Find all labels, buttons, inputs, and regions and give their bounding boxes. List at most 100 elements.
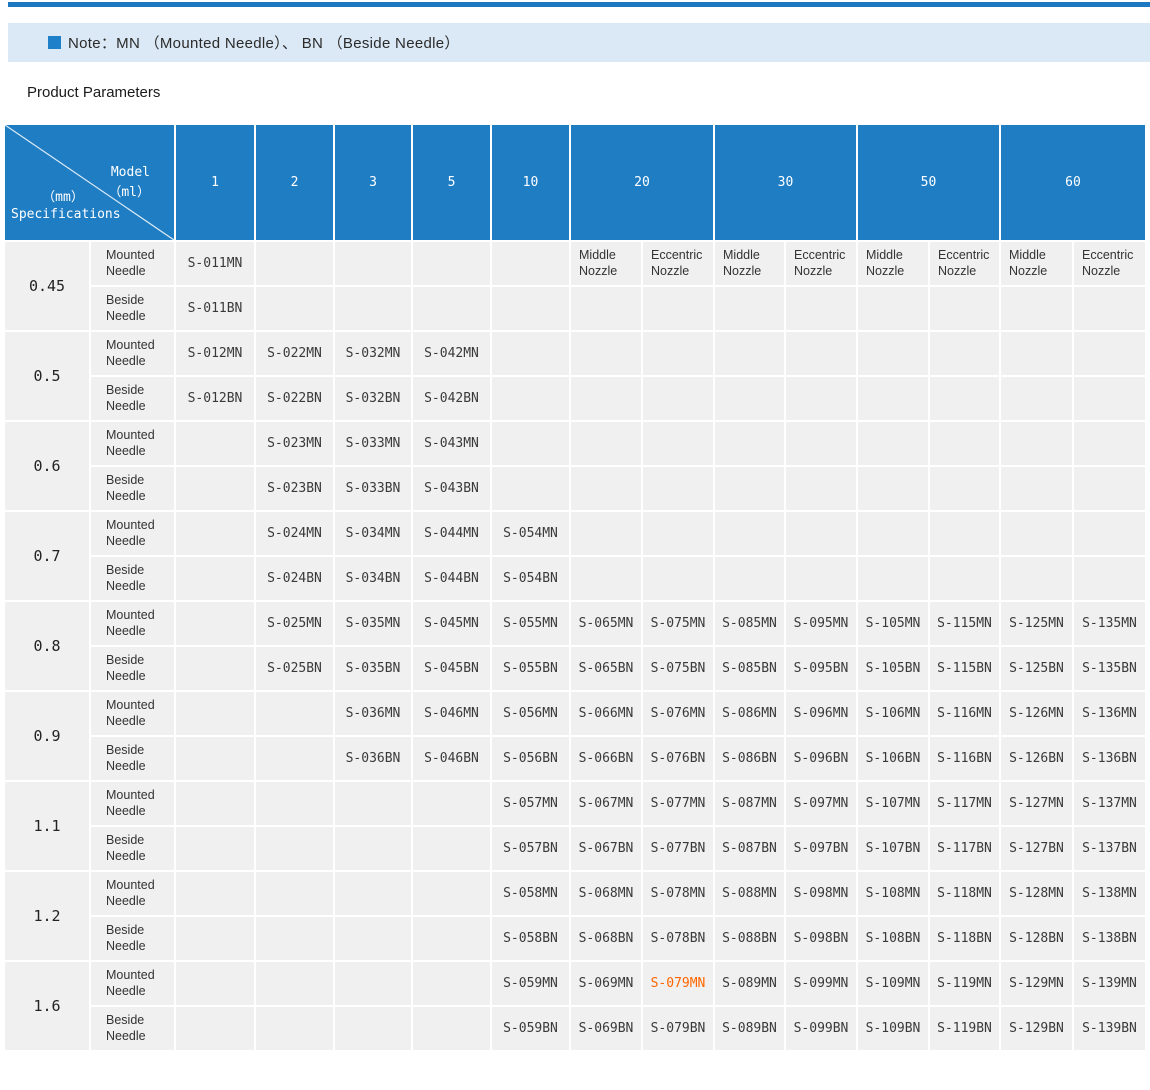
model-cell bbox=[1074, 467, 1147, 512]
model-cell bbox=[571, 512, 643, 557]
model-cell bbox=[930, 467, 1001, 512]
model-cell bbox=[335, 782, 413, 827]
model-cell bbox=[256, 962, 335, 1007]
note-text: Note：MN （Mounted Needle）、 BN （Beside Nee… bbox=[68, 35, 460, 52]
needle-type-cell: Mounted Needle bbox=[91, 512, 176, 557]
model-cell: S-066MN bbox=[571, 692, 643, 737]
needle-type-cell: Beside Needle bbox=[91, 827, 176, 872]
model-cell: S-035MN bbox=[335, 602, 413, 647]
model-cell: S-097MN bbox=[786, 782, 858, 827]
model-cell: S-025BN bbox=[256, 647, 335, 692]
model-cell: S-057BN bbox=[492, 827, 571, 872]
model-cell: S-077MN bbox=[643, 782, 715, 827]
model-cell: S-085BN bbox=[715, 647, 786, 692]
model-cell: S-106BN bbox=[858, 737, 930, 782]
model-cell bbox=[492, 377, 571, 422]
model-cell bbox=[715, 467, 786, 512]
nozzle-header-cell: Middle Nozzle bbox=[715, 242, 786, 287]
model-cell: S-127BN bbox=[1001, 827, 1074, 872]
needle-type-cell: Beside Needle bbox=[91, 377, 176, 422]
model-cell bbox=[715, 287, 786, 332]
model-cell: S-099MN bbox=[786, 962, 858, 1007]
model-cell: S-087MN bbox=[715, 782, 786, 827]
model-cell bbox=[492, 242, 571, 287]
needle-type-cell: Mounted Needle bbox=[91, 692, 176, 737]
model-cell: S-043BN bbox=[413, 467, 492, 512]
corner-model-line: （ml） bbox=[108, 185, 150, 201]
needle-type-cell: Beside Needle bbox=[91, 647, 176, 692]
needle-type-cell: Mounted Needle bbox=[91, 962, 176, 1007]
model-cell bbox=[1074, 422, 1147, 467]
model-cell: S-136MN bbox=[1074, 692, 1147, 737]
model-cell bbox=[858, 377, 930, 422]
model-cell bbox=[715, 422, 786, 467]
model-cell bbox=[335, 242, 413, 287]
model-cell: S-139BN bbox=[1074, 1007, 1147, 1052]
model-cell: S-095MN bbox=[786, 602, 858, 647]
header-col-3: 3 bbox=[335, 125, 413, 242]
model-cell: S-095BN bbox=[786, 647, 858, 692]
model-cell bbox=[571, 332, 643, 377]
model-cell: S-033MN bbox=[335, 422, 413, 467]
needle-type-cell: Mounted Needle bbox=[91, 602, 176, 647]
model-cell: S-129BN bbox=[1001, 1007, 1074, 1052]
model-cell bbox=[1001, 422, 1074, 467]
model-cell: S-106MN bbox=[858, 692, 930, 737]
model-cell bbox=[413, 287, 492, 332]
corner-spec-label: （mm） Specifications bbox=[11, 190, 121, 224]
model-cell: S-067MN bbox=[571, 782, 643, 827]
model-cell bbox=[1074, 512, 1147, 557]
needle-type-cell: Beside Needle bbox=[91, 737, 176, 782]
model-cell bbox=[413, 917, 492, 962]
model-cell bbox=[176, 467, 256, 512]
model-cell bbox=[715, 512, 786, 557]
model-cell: S-056BN bbox=[492, 737, 571, 782]
model-cell bbox=[930, 512, 1001, 557]
model-cell bbox=[256, 917, 335, 962]
model-cell bbox=[643, 287, 715, 332]
needle-type-cell: Beside Needle bbox=[91, 917, 176, 962]
model-cell: S-108MN bbox=[858, 872, 930, 917]
model-cell: S-046BN bbox=[413, 737, 492, 782]
model-cell bbox=[413, 827, 492, 872]
model-cell: S-108BN bbox=[858, 917, 930, 962]
model-cell bbox=[786, 467, 858, 512]
header-col-60: 60 bbox=[1001, 125, 1147, 242]
top-accent-line bbox=[8, 2, 1150, 7]
model-cell: S-035BN bbox=[335, 647, 413, 692]
model-cell: S-089MN bbox=[715, 962, 786, 1007]
model-cell bbox=[335, 1007, 413, 1052]
nozzle-header-cell: Eccentric Nozzle bbox=[930, 242, 1001, 287]
spec-cell: 1.6 bbox=[5, 962, 91, 1052]
model-cell: S-023MN bbox=[256, 422, 335, 467]
model-cell: S-089BN bbox=[715, 1007, 786, 1052]
model-cell bbox=[858, 512, 930, 557]
model-cell bbox=[786, 422, 858, 467]
model-cell bbox=[1001, 557, 1074, 602]
model-cell bbox=[786, 512, 858, 557]
corner-model-label: Model （ml） bbox=[108, 163, 150, 203]
needle-type-cell: Mounted Needle bbox=[91, 422, 176, 467]
model-cell bbox=[1001, 467, 1074, 512]
model-cell bbox=[1001, 377, 1074, 422]
model-cell-highlighted[interactable]: S-079MN bbox=[643, 962, 715, 1007]
model-cell: S-116MN bbox=[930, 692, 1001, 737]
model-cell: S-105MN bbox=[858, 602, 930, 647]
model-cell: S-032BN bbox=[335, 377, 413, 422]
model-cell: S-046MN bbox=[413, 692, 492, 737]
model-cell: S-032MN bbox=[335, 332, 413, 377]
model-cell: S-135BN bbox=[1074, 647, 1147, 692]
model-cell: S-069MN bbox=[571, 962, 643, 1007]
model-cell: S-059MN bbox=[492, 962, 571, 1007]
model-cell bbox=[1001, 332, 1074, 377]
model-cell: S-128MN bbox=[1001, 872, 1074, 917]
model-cell bbox=[256, 782, 335, 827]
model-cell bbox=[176, 602, 256, 647]
model-cell bbox=[176, 962, 256, 1007]
model-cell: S-098BN bbox=[786, 917, 858, 962]
model-cell bbox=[858, 467, 930, 512]
model-cell bbox=[930, 422, 1001, 467]
model-cell: S-058MN bbox=[492, 872, 571, 917]
model-cell bbox=[413, 872, 492, 917]
model-cell bbox=[786, 287, 858, 332]
